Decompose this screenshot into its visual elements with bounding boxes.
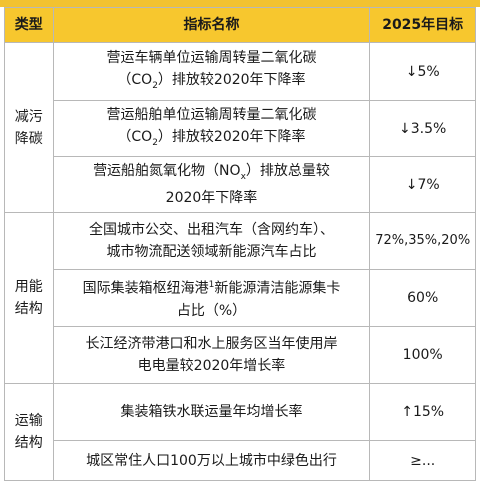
indicator-name-cell: 全国城市公交、出租汽车（含网约车）、 城市物流配送领域新能源汽车占比 [52,212,371,270]
indicator-line: 占比（%） [176,302,247,319]
indicator-line-part: ）排放总量较 [245,162,330,179]
type-cell-transport: 运输 结构 [4,383,54,481]
table-row: 长江经济带港口和水上服务区当年使用岸 电电量较2020年增长率 100% [5,326,476,384]
target-cell: 72%,35%,20% [369,212,476,270]
indicator-line: 城市物流配送领域新能源汽车占比 [106,244,317,260]
target-cell: 100% [369,326,476,384]
indicator-name-cell: 营运船舶单位运输周转量二氧化碳 （CO2）排放较2020年下降率 [52,100,371,157]
footnote-marker: 1 [208,280,215,291]
target-cell: 60% [369,269,476,327]
type-cell-energy: 用能 结构 [4,212,54,384]
indicator-name-cell: 营运船舶氮氧化物（NOx）排放总量较 2020年下降率 [52,156,371,213]
subscript: x [240,171,246,182]
indicator-line-part: （CO [117,128,153,145]
type-line: 降碳 [14,130,43,147]
indicator-line: 全国城市公交、出租汽车（含网约车）、 [88,222,334,238]
indicator-line-part: （CO [117,71,153,88]
indicator-line-part: 国际集装箱枢纽海港 [82,280,209,297]
table-header-row: 类型 指标名称 2025年目标 [4,7,476,43]
indicator-line: 营运车辆单位运输周转量二氧化碳 [106,49,317,66]
table-row: 运输 结构 集装箱铁水联运量年均增长率 ↑15% [4,383,476,481]
indicator-line: 2020年下降率 [165,190,258,207]
indicator-name-cell: 营运车辆单位运输周转量二氧化碳 （CO2）排放较2020年下降率 [52,42,371,101]
table-row: 减污 降碳 营运车辆单位运输周转量二氧化碳 （CO2）排放较2020年下降率 ↓… [4,42,476,213]
target-cell: ↑15% [369,383,476,441]
indicator-line: 城区常住人口100万以上城市中绿色出行 [86,452,337,469]
type-line: 用能 [14,279,43,295]
top-accent-bar [0,0,480,7]
target-cell: ≥... [369,440,476,481]
indicator-line-part: 新能源清洁能源集卡 [214,280,341,297]
indicator-table: 类型 指标名称 2025年目标 减污 降碳 营运车辆单位运输周转量二氧化碳 （C… [4,7,476,481]
header-target-2025: 2025年目标 [369,7,476,43]
indicator-line: 营运船舶单位运输周转量二氧化碳 [106,106,317,123]
subscript: 2 [152,80,158,91]
indicator-line: 长江经济带港口和水上服务区当年使用岸 [85,336,338,352]
subscript: 2 [152,137,158,148]
table-row: 国际集装箱枢纽海港1新能源清洁能源集卡 占比（%） 60% [5,269,476,327]
indicator-line: 集装箱铁水联运量年均增长率 [120,404,303,420]
table-row: 营运船舶单位运输周转量二氧化碳 （CO2）排放较2020年下降率 ↓3.5% [5,100,476,157]
type-line: 运输 [14,413,43,429]
type-line: 减污 [14,108,43,125]
header-indicator-name: 指标名称 [52,7,371,43]
indicator-line-part: ）排放较2020年下降率 [157,71,306,88]
table-row: 用能 结构 全国城市公交、出租汽车（含网约车）、 城市物流配送领域新能源汽车占比… [4,212,476,384]
target-cell: ↓7% [369,156,476,213]
indicator-line-part: 营运船舶氮氧化物（NO [93,162,241,179]
indicator-name-cell: 集装箱铁水联运量年均增长率 [52,383,371,441]
indicator-name-cell: 长江经济带港口和水上服务区当年使用岸 电电量较2020年增长率 [52,326,371,384]
type-line: 结构 [14,301,43,317]
type-line: 结构 [14,435,43,451]
table-row: 营运船舶氮氧化物（NOx）排放总量较 2020年下降率 ↓7% [5,156,476,213]
type-cell-emission: 减污 降碳 [4,42,54,213]
indicator-name-cell: 国际集装箱枢纽海港1新能源清洁能源集卡 占比（%） [52,269,371,327]
indicator-line-part: ）排放较2020年下降率 [157,128,306,145]
indicator-line: 电电量较2020年增长率 [137,358,286,374]
indicator-name-cell: 城区常住人口100万以上城市中绿色出行 [52,440,371,481]
target-cell: ↓5% [369,42,476,101]
table-row: 城区常住人口100万以上城市中绿色出行 ≥... [5,440,476,481]
header-type: 类型 [4,7,54,43]
target-cell: ↓3.5% [369,100,476,157]
